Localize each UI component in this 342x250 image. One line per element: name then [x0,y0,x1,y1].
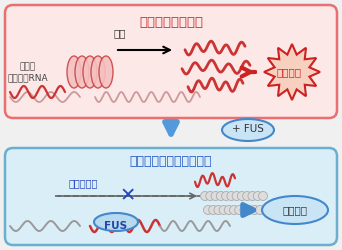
Text: + FUS: + FUS [232,124,264,134]
Text: 異常ポリペプチド: 異常ポリペプチド [139,16,203,29]
Text: FUS: FUS [104,221,128,231]
Circle shape [206,192,215,200]
Circle shape [255,206,264,214]
Circle shape [240,206,249,214]
Circle shape [237,192,246,200]
Circle shape [222,192,231,200]
Ellipse shape [67,56,81,88]
Circle shape [214,206,223,214]
Circle shape [203,206,212,214]
Circle shape [250,206,259,214]
Circle shape [248,192,257,200]
Text: 翻訳の抑制: 翻訳の抑制 [68,178,98,188]
Circle shape [229,206,238,214]
Circle shape [216,192,225,200]
Circle shape [235,206,244,214]
Text: 神経変性: 神経変性 [276,67,302,77]
Text: 異常ポリペプチドの減少: 異常ポリペプチドの減少 [130,155,212,168]
Circle shape [224,206,233,214]
Circle shape [211,192,220,200]
Circle shape [245,206,254,214]
FancyBboxPatch shape [5,5,337,118]
Circle shape [219,206,228,214]
Ellipse shape [91,56,105,88]
Ellipse shape [222,119,274,141]
Circle shape [209,206,218,214]
Ellipse shape [99,56,113,88]
Ellipse shape [75,56,89,88]
Circle shape [259,192,267,200]
Ellipse shape [94,213,138,231]
Circle shape [200,192,210,200]
Polygon shape [264,44,320,100]
Text: 異常な
リピートRNA: 異常な リピートRNA [8,62,48,82]
Circle shape [253,192,262,200]
Text: 治療効果: 治療効果 [282,205,307,215]
Ellipse shape [83,56,97,88]
Circle shape [243,192,252,200]
Ellipse shape [262,196,328,224]
Text: 翻訳: 翻訳 [114,28,126,38]
Circle shape [232,192,241,200]
FancyBboxPatch shape [5,148,337,245]
Text: ✕: ✕ [120,186,136,206]
Circle shape [227,192,236,200]
